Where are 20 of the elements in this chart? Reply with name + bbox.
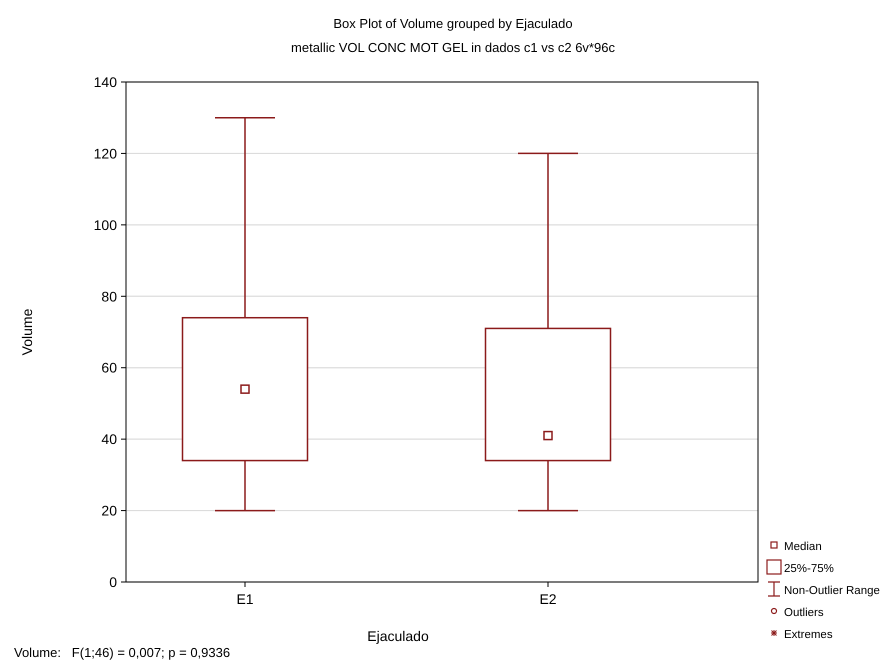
y-tick-label: 140 [94, 74, 118, 90]
y-tick-label: 60 [101, 360, 118, 376]
chart-title: Box Plot of Volume grouped by Ejaculado [333, 16, 573, 31]
text: Outliers [784, 607, 824, 619]
text: Non-Outlier Range [784, 585, 880, 597]
text: Median [784, 541, 822, 553]
y-tick-label: 100 [94, 216, 118, 233]
y-tick-label: 0 [109, 574, 118, 590]
text: Extremes [784, 629, 833, 641]
chart-subtitle: metallic VOL CONC MOT GEL in dados c1 vs c2 6v*96c [291, 40, 616, 55]
y-axis-title: Volume [19, 308, 35, 356]
text: 25%-75% [784, 563, 834, 575]
x-tick-label: E1 [236, 591, 254, 607]
y-tick-label: 120 [94, 145, 118, 162]
x-axis-title: Ejaculado [367, 628, 429, 644]
text: Volume: F(1;46) = 0,007; p = 0,9336 [14, 645, 230, 660]
y-tick-label: 80 [101, 288, 118, 304]
y-tick-label: 20 [101, 502, 118, 519]
x-tick-label: E2 [539, 591, 557, 607]
y-tick-label: 40 [101, 431, 118, 448]
